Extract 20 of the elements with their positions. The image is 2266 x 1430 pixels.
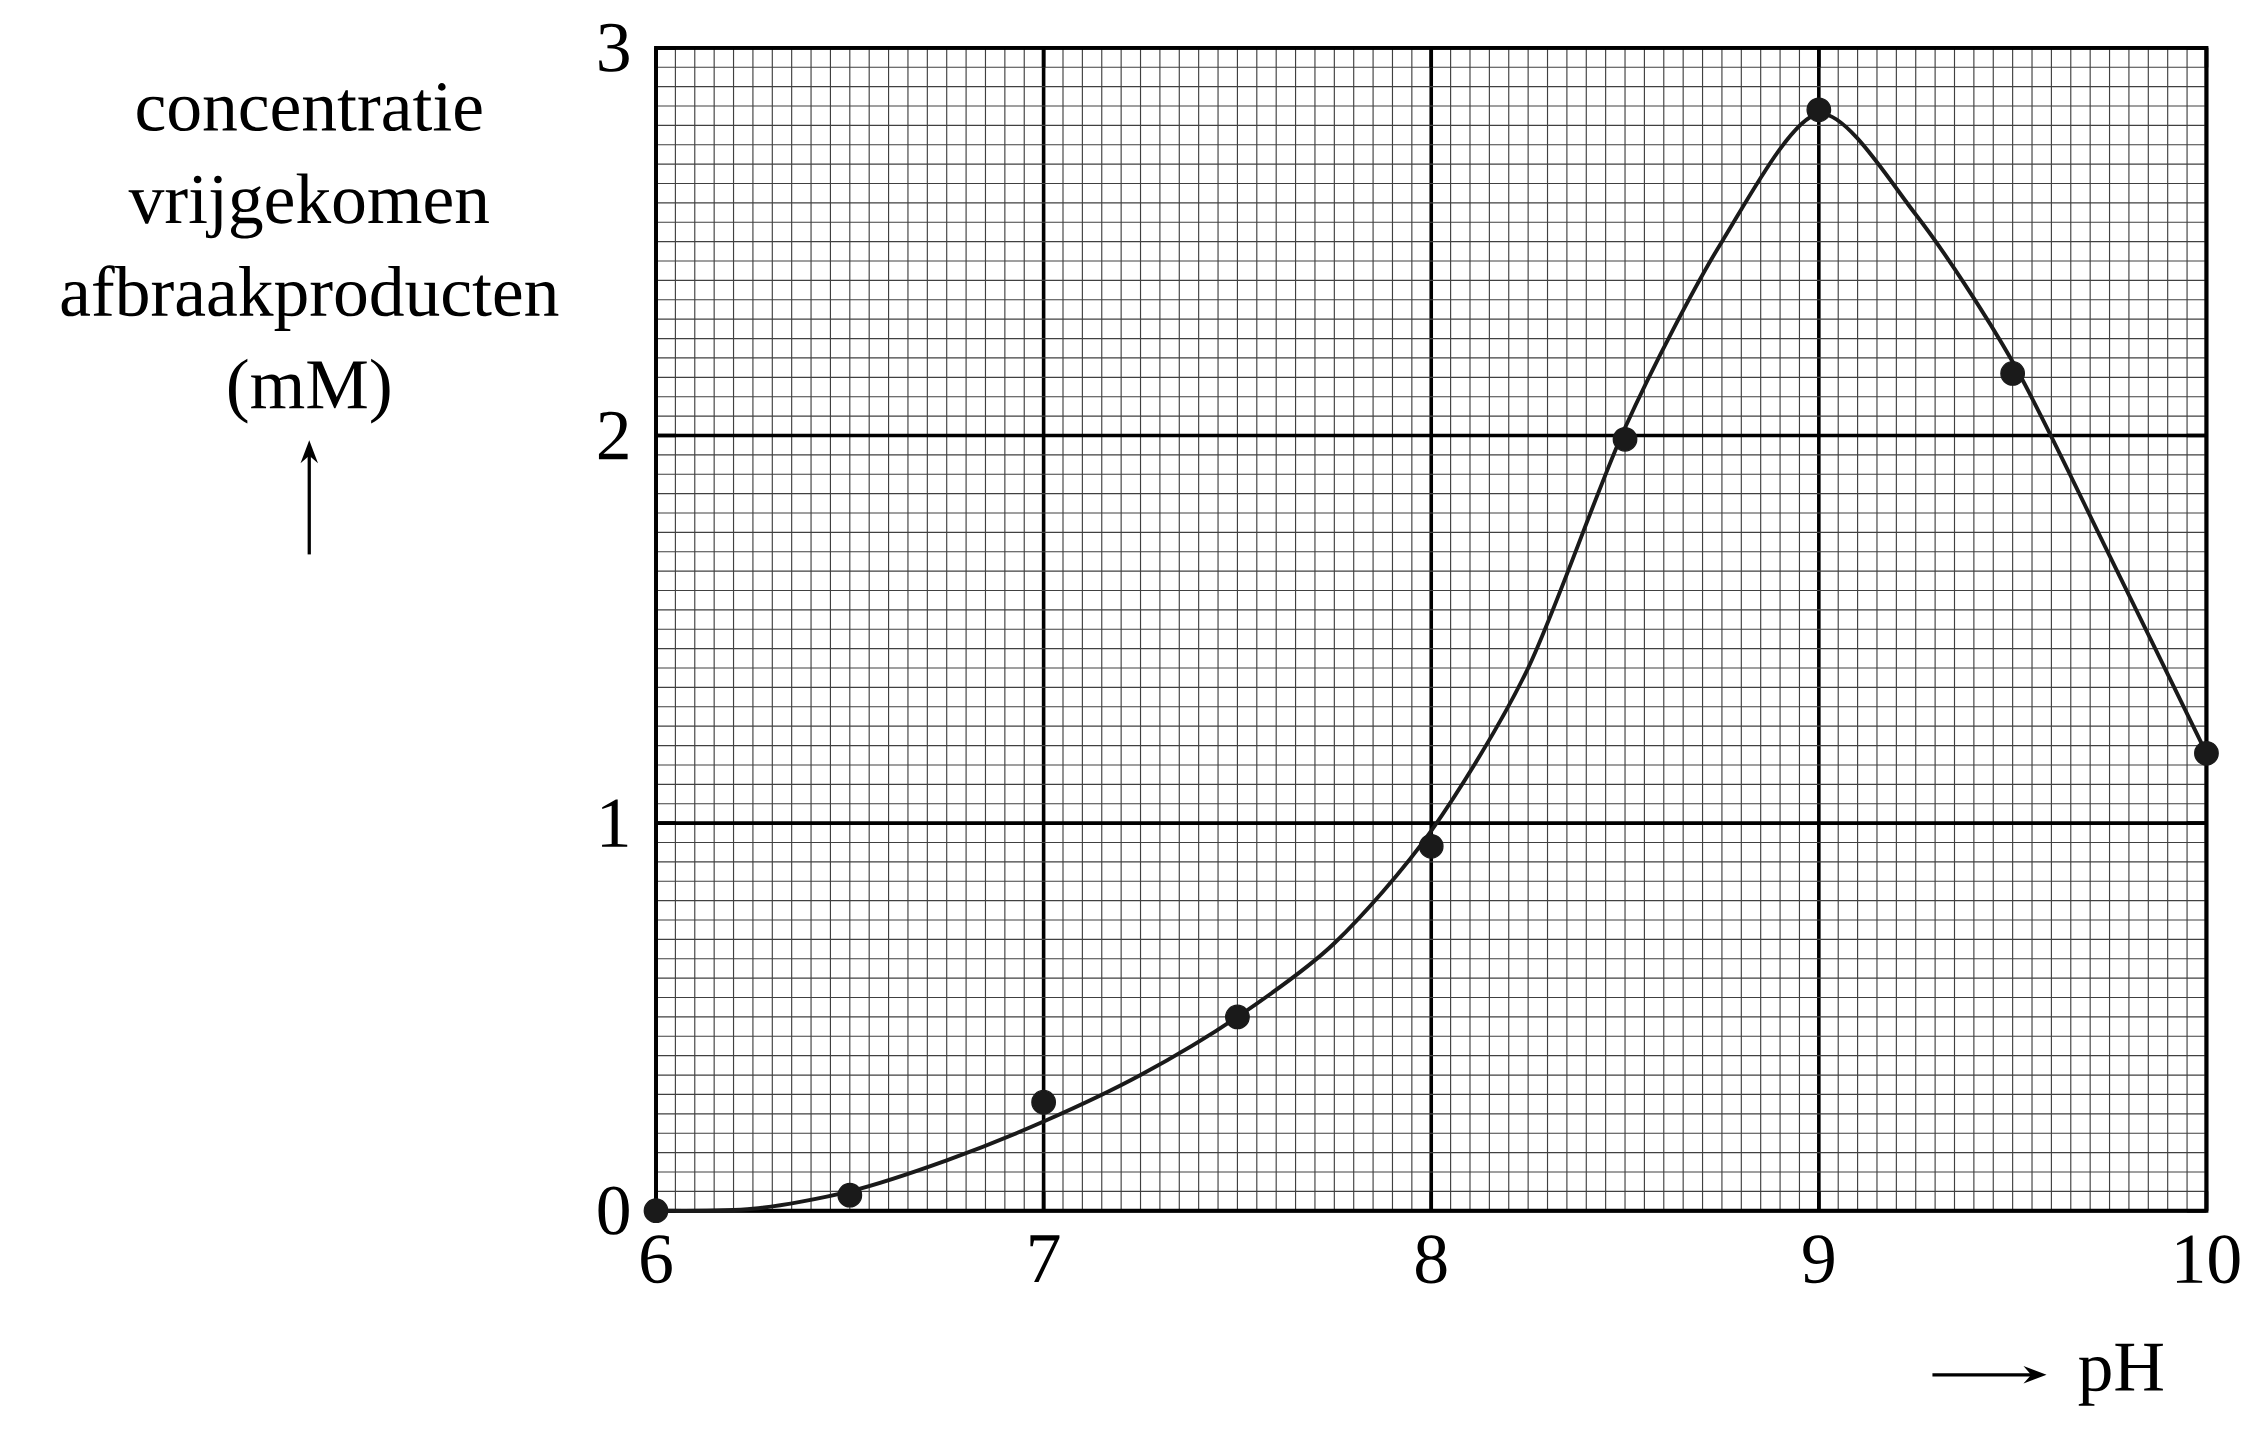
point: [1612, 427, 1638, 452]
point: [1225, 1004, 1250, 1030]
y-axis-title: concentratie vrijgekomen afbraakproducten (mM): [61, 83, 559, 424]
y-tick-label: 2: [598, 411, 628, 460]
point: [2194, 741, 2219, 766]
x-tick-label: 8: [1416, 1235, 1447, 1284]
point: [643, 1198, 669, 1224]
point: [1806, 97, 1832, 123]
point: [837, 1183, 863, 1208]
y-tick-label: 3: [599, 23, 629, 73]
x-tick-label: 10: [2176, 1235, 2240, 1284]
point: [1418, 834, 1444, 859]
x-axis-title: pH: [2078, 1343, 2163, 1407]
x-tick-label: 7: [1030, 1235, 1060, 1283]
point: [1031, 1089, 1057, 1115]
point: [2000, 361, 2026, 386]
x-tick-label: 6: [641, 1235, 672, 1284]
y-tick-label: 1: [602, 799, 628, 847]
x-tick-label: 9: [1803, 1235, 1834, 1284]
y-tick-label: 0: [598, 1186, 629, 1236]
